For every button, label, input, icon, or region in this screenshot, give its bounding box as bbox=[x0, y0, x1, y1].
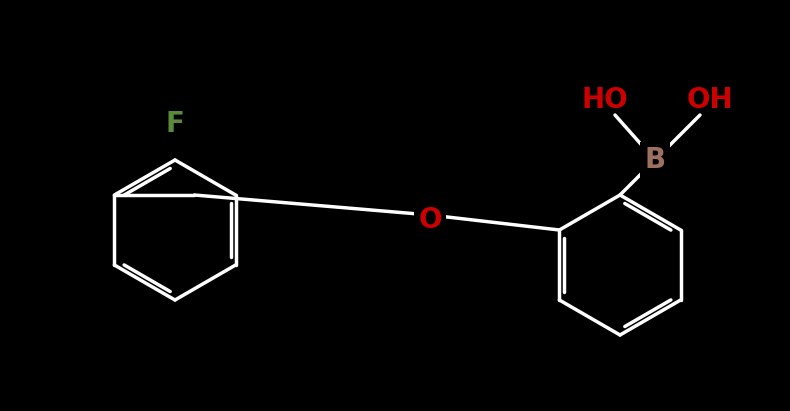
Text: B: B bbox=[645, 146, 665, 174]
Text: HO: HO bbox=[581, 86, 628, 114]
Text: O: O bbox=[418, 206, 442, 234]
Text: OH: OH bbox=[687, 86, 733, 114]
Text: F: F bbox=[166, 110, 184, 138]
